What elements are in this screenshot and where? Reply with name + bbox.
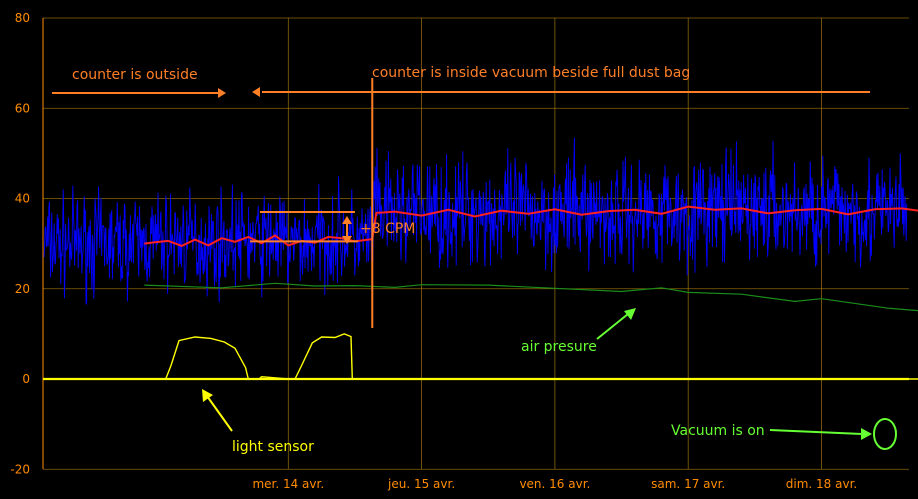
series-average xyxy=(144,205,918,247)
annotation-light-sensor: light sensor xyxy=(232,439,314,455)
annotation-inside: counter is inside vacuum beside full dus… xyxy=(372,65,690,81)
y-tick-label: 0 xyxy=(22,372,30,386)
pressure-arrow-head xyxy=(624,308,636,320)
inside-arrow-head xyxy=(252,87,260,97)
vacuum-arrow-line xyxy=(769,429,863,435)
light-arrow-head xyxy=(202,389,213,402)
y-axis: -20 0 20 40 60 80 xyxy=(10,11,30,476)
x-tick-label: jeu. 15 avr. xyxy=(387,477,455,491)
annotation-outside: counter is outside xyxy=(72,67,198,83)
series-layer xyxy=(43,137,918,381)
x-tick-label: mer. 14 avr. xyxy=(252,477,324,491)
x-tick-label: sam. 17 avr. xyxy=(651,477,725,491)
series-light xyxy=(144,333,918,380)
annotation-layer: counter is outside counter is inside vac… xyxy=(52,65,897,455)
y-tick-label: 80 xyxy=(15,11,30,25)
x-axis: mer. 14 avr. jeu. 15 avr. ven. 16 avr. sam.… xyxy=(252,477,857,491)
y-tick-label: -20 xyxy=(10,462,30,476)
x-tick-label: dim. 18 avr. xyxy=(786,477,857,491)
x-tick-label: ven. 16 avr. xyxy=(519,477,590,491)
y-tick-label: 60 xyxy=(15,101,30,115)
annotation-vacuum-on: Vacuum is on xyxy=(671,423,765,439)
light-arrow-line xyxy=(206,395,233,432)
y-tick-label: 40 xyxy=(15,192,30,206)
y-tick-label: 20 xyxy=(15,282,30,296)
vacuum-circle xyxy=(873,418,897,450)
delta-arrow-up xyxy=(342,216,352,224)
annotation-delta: +8 CPM xyxy=(360,221,415,237)
delta-arrow-down xyxy=(342,236,352,244)
series-counts xyxy=(43,137,908,305)
series-pressure xyxy=(144,282,918,312)
annotation-air-pressure: air presure xyxy=(521,339,597,355)
vacuum-arrow-head xyxy=(861,428,872,440)
outside-arrow-head xyxy=(218,88,226,98)
pressure-arrow-line xyxy=(596,313,629,340)
